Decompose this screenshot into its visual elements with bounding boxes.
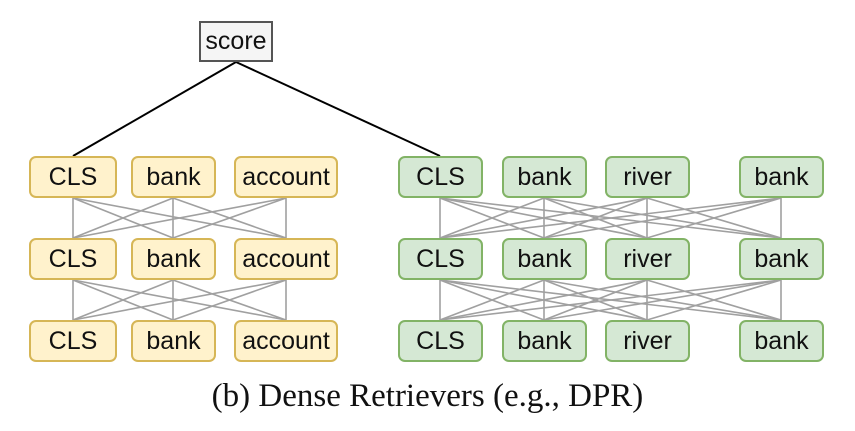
node-label: CLS	[48, 162, 98, 191]
right-node-r1-c2: river	[605, 238, 690, 280]
left-node-r2-c1: bank	[131, 320, 216, 362]
right-edge-l1-2-0	[439, 279, 648, 321]
left-node-r2-c0: CLS	[29, 320, 117, 362]
left-edge-l0-2-0	[72, 197, 287, 239]
right-node-r2-c1: bank	[502, 320, 587, 362]
left-edge-l0-1-0	[72, 197, 174, 239]
node-label: river	[623, 244, 672, 273]
left-edge-l0-2-1	[172, 197, 287, 239]
node-label: bank	[517, 162, 572, 191]
left-node-r1-c0: CLS	[29, 238, 117, 280]
node-label: bank	[754, 162, 809, 191]
right-edge-l0-2-1	[543, 197, 648, 239]
right-node-r0-c0: CLS	[398, 156, 483, 198]
node-label: bank	[754, 326, 809, 355]
left-node-r0-c1: bank	[131, 156, 216, 198]
right-edge-l0-2-0	[439, 197, 648, 239]
right-edge-l1-3-0	[439, 279, 782, 321]
node-label: CLS	[416, 326, 465, 355]
node-label: bank	[146, 162, 201, 191]
node-label: CLS	[416, 162, 465, 191]
score-node: score	[199, 21, 273, 62]
score-edge-left	[72, 61, 237, 157]
right-edge-l1-3-2	[646, 279, 782, 321]
node-label: river	[623, 326, 672, 355]
right-node-r0-c1: bank	[502, 156, 587, 198]
right-edge-l0-3-1	[543, 197, 782, 239]
left-node-r1-c1: bank	[131, 238, 216, 280]
left-node-r2-c2: account	[234, 320, 338, 362]
score-edge-right	[235, 61, 441, 157]
right-edge-l1-1-0	[439, 279, 545, 321]
score-label: score	[205, 27, 267, 55]
node-label: account	[242, 162, 330, 191]
dense-retriever-diagram: score CLS bank account CLS bank account …	[29, 21, 824, 362]
right-node-r1-c0: CLS	[398, 238, 483, 280]
node-label: river	[623, 162, 672, 191]
right-node-r0-c3: bank	[739, 156, 824, 198]
right-node-r0-c2: river	[605, 156, 690, 198]
left-node-r1-c2: account	[234, 238, 338, 280]
node-label: account	[242, 244, 330, 273]
right-node-r2-c0: CLS	[398, 320, 483, 362]
right-edge-l1-2-1	[543, 279, 648, 321]
right-edge-l0-3-2	[646, 197, 782, 239]
node-label: bank	[754, 244, 809, 273]
node-label: bank	[517, 244, 572, 273]
right-node-r2-c2: river	[605, 320, 690, 362]
left-edge-l1-1-0	[72, 279, 174, 321]
node-label: CLS	[416, 244, 465, 273]
node-label: CLS	[48, 244, 98, 273]
left-node-r0-c2: account	[234, 156, 338, 198]
right-edge-l1-3-1	[543, 279, 782, 321]
right-edge-l0-1-0	[439, 197, 545, 239]
figure-caption: (b) Dense Retrievers (e.g., DPR)	[211, 378, 644, 414]
right-edge-l0-3-0	[439, 197, 782, 239]
right-node-r1-c1: bank	[502, 238, 587, 280]
node-label: bank	[146, 244, 201, 273]
edges-layer	[72, 61, 782, 321]
right-node-r1-c3: bank	[739, 238, 824, 280]
left-edge-l1-2-1	[172, 279, 287, 321]
node-label: bank	[517, 326, 572, 355]
node-label: account	[242, 326, 330, 355]
node-label: CLS	[48, 326, 98, 355]
right-node-r2-c3: bank	[739, 320, 824, 362]
node-label: bank	[146, 326, 201, 355]
left-node-r0-c0: CLS	[29, 156, 117, 198]
left-edge-l1-2-0	[72, 279, 287, 321]
